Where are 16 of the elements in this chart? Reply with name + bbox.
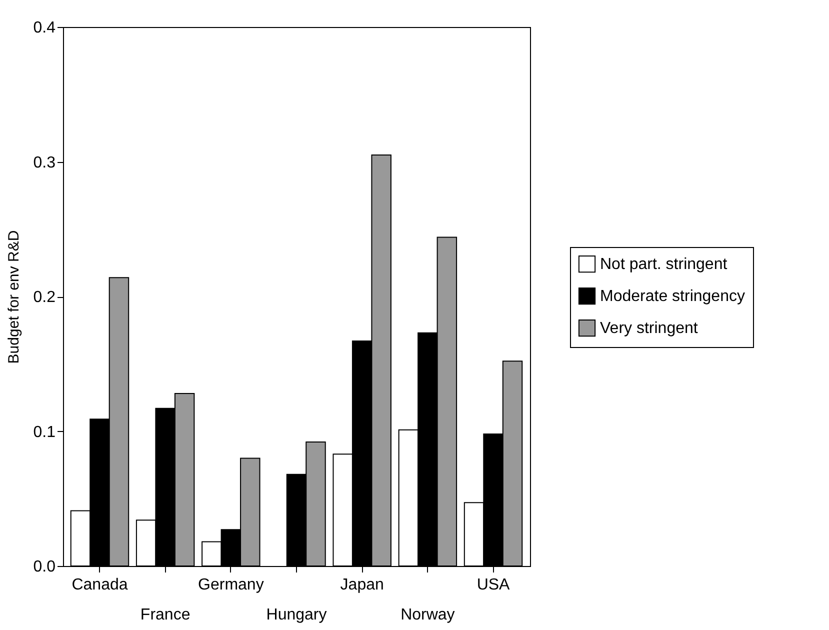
x-tick-label: USA xyxy=(476,576,510,594)
y-tick-label: 0.3 xyxy=(33,154,56,172)
y-axis-title: Budget for env R&D xyxy=(5,230,22,364)
y-tick-label: 0.4 xyxy=(33,20,56,36)
legend-label: Not part. stringent xyxy=(600,256,728,273)
x-tick-label: Japan xyxy=(340,576,384,594)
x-tick-label: Canada xyxy=(72,576,128,594)
x-tick-label: France xyxy=(140,606,190,624)
x-tick-label: Norway xyxy=(400,606,455,624)
y-tick-label: 0.0 xyxy=(33,558,56,576)
legend-label: Very stringent xyxy=(600,320,698,337)
y-tick-label: 0.1 xyxy=(33,424,56,441)
x-tick-label: Germany xyxy=(198,576,264,594)
y-tick-label: 0.2 xyxy=(33,289,56,306)
x-tick-label: Hungary xyxy=(266,606,327,624)
legend-label: Moderate stringency xyxy=(600,288,745,305)
